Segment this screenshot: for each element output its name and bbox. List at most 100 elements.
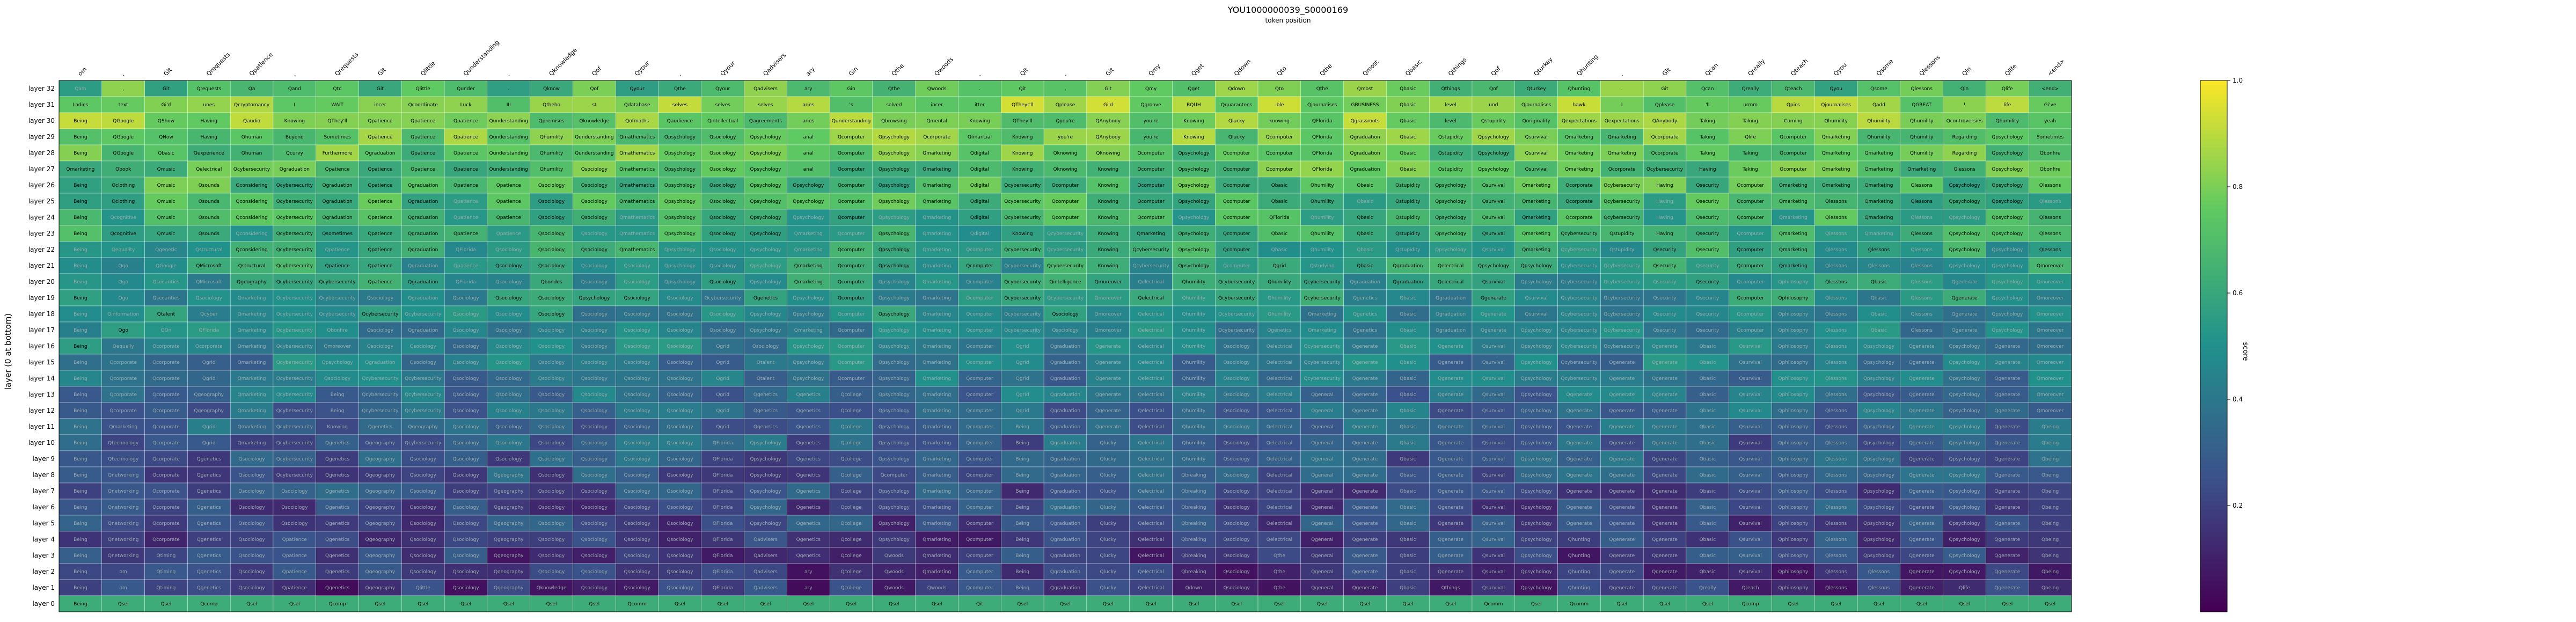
cell-label: Qcomputer bbox=[966, 392, 993, 398]
cell-label: Qpsychology bbox=[879, 231, 910, 237]
cell-label: Qbonfire bbox=[2040, 151, 2061, 156]
cell-label: Qphilosophy bbox=[1778, 376, 1809, 382]
cell-label: Qdigital bbox=[970, 151, 989, 156]
cell-label: Qgeneral bbox=[1311, 408, 1333, 414]
cell-label: Qgenetics bbox=[796, 457, 821, 462]
cell-label: Qsecurity bbox=[1653, 312, 1677, 317]
colorbar-segment bbox=[2200, 142, 2227, 148]
heatmap-cell bbox=[744, 144, 787, 162]
x-tick-label: Qlessons bbox=[1918, 54, 1942, 77]
cell-label: Qgenetics bbox=[325, 586, 350, 591]
cell-label: Qsociology bbox=[538, 312, 565, 317]
cell-label: Qsociology bbox=[624, 489, 650, 494]
heatmap-cell bbox=[1043, 128, 1087, 145]
cell-label: Qlessons bbox=[1825, 537, 1847, 543]
cell-label: Being bbox=[74, 489, 87, 494]
cell-label: Qknowing bbox=[1096, 151, 1120, 156]
cell-label: Qsociology bbox=[581, 569, 608, 575]
cell-label: Qcomputer bbox=[966, 473, 993, 478]
cell-label: Qgenerate bbox=[1994, 360, 2020, 365]
heatmap-cell bbox=[1343, 128, 1387, 145]
colorbar-segment bbox=[2200, 187, 2227, 192]
cell-label: anal bbox=[803, 167, 814, 172]
heatmap-cell bbox=[1943, 96, 1986, 113]
cell-label: Qmusic bbox=[157, 231, 175, 237]
cell-label: QAnybody bbox=[1096, 119, 1121, 124]
cell-label: Qsel bbox=[1274, 602, 1285, 607]
cell-label: Qsociology bbox=[667, 489, 693, 494]
cell-label: Qcybersecurity bbox=[1561, 264, 1598, 269]
cell-label: Knowing bbox=[1098, 183, 1118, 188]
cell-label: Qgenerate bbox=[1438, 457, 1463, 462]
cell-label: Qsociology bbox=[581, 199, 608, 204]
cell-label: Qmarketing bbox=[1822, 167, 1850, 172]
cell-label: Qconsidering bbox=[236, 183, 267, 188]
cell-label: Qhunting bbox=[1568, 553, 1591, 559]
heatmap-cell bbox=[744, 128, 787, 145]
heatmap-cell bbox=[1343, 144, 1387, 162]
cell-label: Qgrid bbox=[1016, 376, 1029, 382]
cell-label: Qlucky bbox=[1228, 135, 1245, 140]
x-tick-label: . bbox=[976, 71, 982, 77]
cell-label: Qyou bbox=[1829, 86, 1842, 92]
cell-label: Qsurvival bbox=[1525, 312, 1547, 317]
cell-label: Qtalent bbox=[757, 376, 775, 382]
x-tick-label: . bbox=[676, 71, 683, 77]
cell-label: Qplease bbox=[1056, 103, 1075, 108]
cell-label: Qsociology bbox=[709, 247, 736, 253]
cell-label: Qsociology bbox=[667, 457, 693, 462]
cell-label: Qmarketing bbox=[238, 376, 266, 382]
cell-label: Qadvisers bbox=[753, 586, 778, 591]
heatmap-cell bbox=[2029, 128, 2072, 145]
cell-label: Qgenetics bbox=[325, 473, 350, 478]
cell-label: Qlessons bbox=[1825, 376, 1847, 382]
cell-label: Qbasic bbox=[1400, 151, 1416, 156]
cell-label: Qgeography bbox=[408, 425, 438, 430]
cell-label: Qsociology bbox=[709, 215, 736, 221]
y-tick-label: layer 28 bbox=[28, 149, 55, 157]
heatmap-cell bbox=[958, 177, 1001, 194]
cell-label: Qsociology bbox=[538, 360, 565, 365]
cell-label: QMicrosoft bbox=[196, 264, 222, 269]
cell-label: Qmarketing bbox=[1137, 231, 1165, 237]
cell-label: Qpsychology bbox=[1178, 199, 1210, 204]
heatmap-cell bbox=[1343, 96, 1387, 113]
cell-label: Qsurvival bbox=[1739, 473, 1761, 478]
cell-label: Qbreaking bbox=[1181, 505, 1206, 510]
cell-label: Qpsychology bbox=[793, 376, 824, 382]
cell-label: Being bbox=[74, 521, 87, 526]
heatmap-cell bbox=[1600, 112, 1644, 129]
cell-label: Qtiming bbox=[157, 553, 176, 559]
x-tick-label: Git bbox=[1661, 66, 1672, 77]
cell-label: Qsociology bbox=[495, 264, 522, 269]
cell-label: Qhumility bbox=[1867, 119, 1891, 124]
cell-label: Qexperience bbox=[194, 151, 224, 156]
cell-label: Being bbox=[1015, 473, 1029, 478]
colorbar-segment bbox=[2200, 372, 2227, 378]
heatmap-cell bbox=[101, 160, 145, 178]
cell-label: Qpsychology bbox=[879, 441, 910, 446]
cell-label: Qmarketing bbox=[923, 376, 951, 382]
cell-label: Qsociology bbox=[581, 553, 608, 559]
y-axis-label: layer (0 at bottom) bbox=[3, 313, 13, 390]
cell-label: Qcybersecurity bbox=[276, 457, 313, 462]
cell-label: Qstructural bbox=[195, 247, 223, 253]
cell-label: Qcomputer bbox=[1737, 280, 1764, 285]
heatmap-cell bbox=[1172, 177, 1216, 194]
cell-label: Qsurvival bbox=[1525, 151, 1547, 156]
y-tick-label: layer 12 bbox=[28, 407, 55, 414]
cell-label: Qgenerate bbox=[1994, 489, 2020, 494]
cell-label: Qgenerate bbox=[1567, 505, 1592, 510]
cell-label: Qgrid bbox=[716, 392, 729, 398]
cell-label: Qsociology bbox=[538, 441, 565, 446]
heatmap-cell bbox=[487, 112, 530, 129]
cell-label: Qmathematics bbox=[619, 135, 655, 140]
cell-label: Qcomputer bbox=[1137, 215, 1165, 221]
cell-label: Qcorporate bbox=[152, 521, 180, 526]
cell-label: Qgo bbox=[119, 280, 129, 285]
cell-label: Qhunting bbox=[1568, 537, 1591, 543]
colorbar-segment bbox=[2200, 514, 2227, 519]
heatmap-cell bbox=[958, 112, 1001, 129]
cell-label: Qpatience bbox=[325, 167, 350, 172]
cell-label: QOn bbox=[161, 328, 172, 333]
